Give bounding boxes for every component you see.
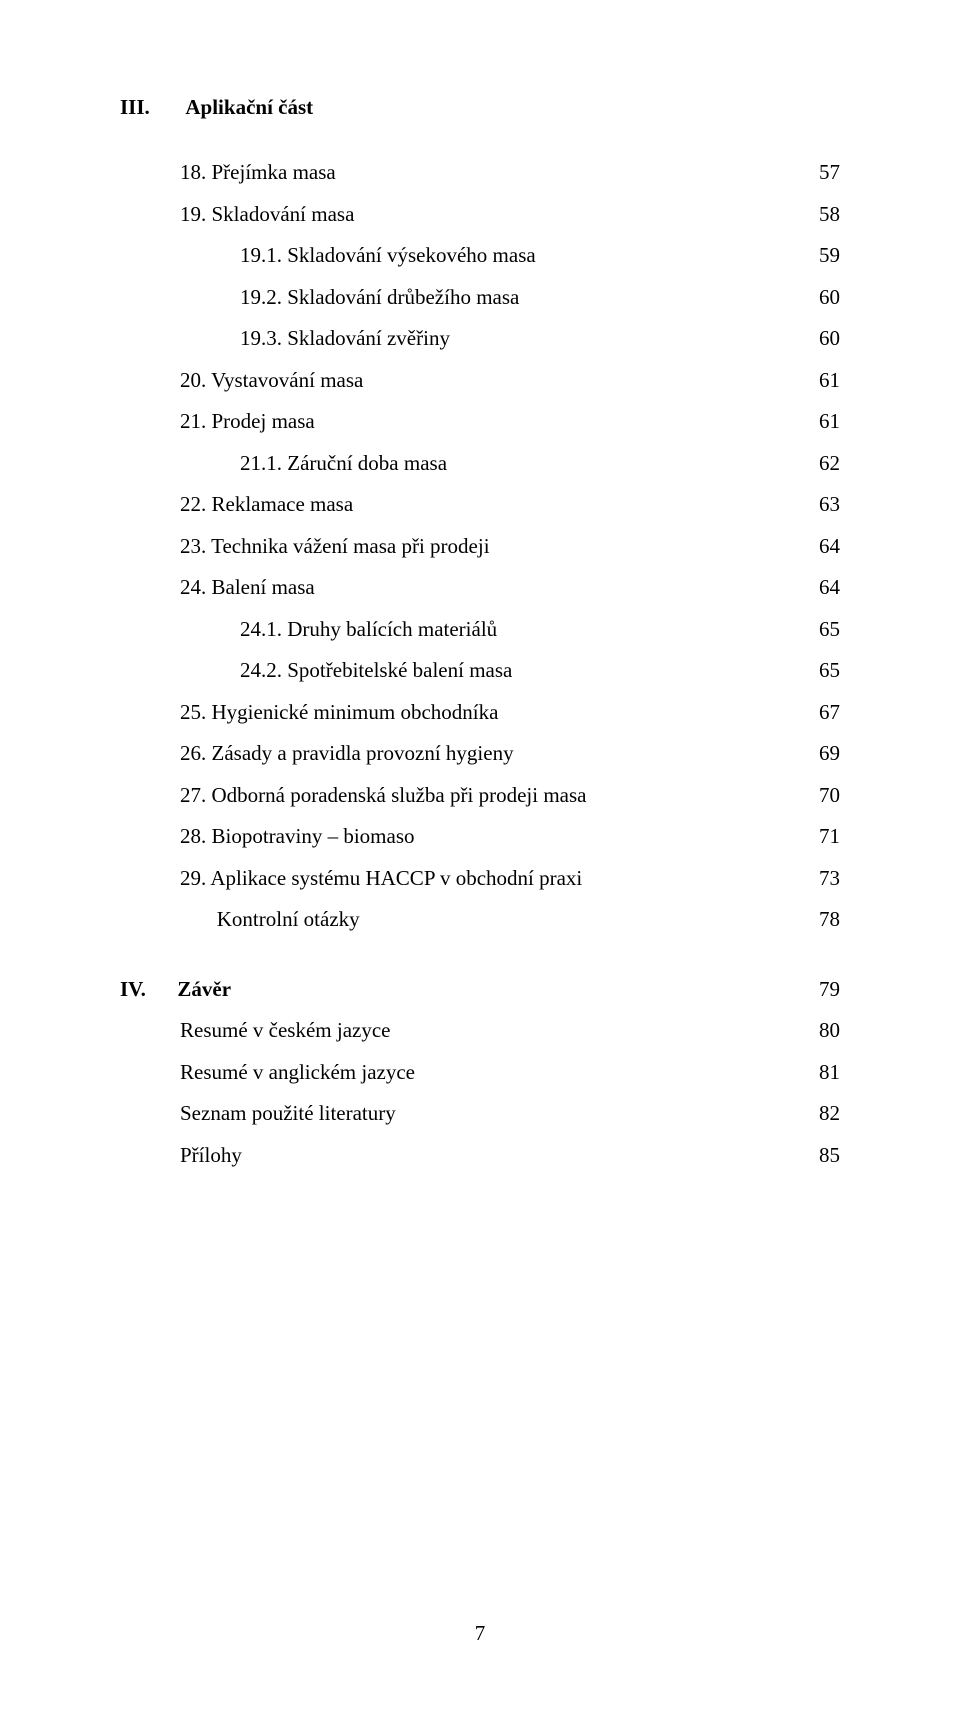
toc-page: 60 [810, 287, 840, 308]
toc-row: 21. Prodej masa 61 [120, 411, 840, 432]
toc-row: 28. Biopotraviny – biomaso 71 [120, 826, 840, 847]
toc-row: 19.1. Skladování výsekového masa 59 [120, 245, 840, 266]
toc-row: 19.3. Skladování zvěřiny 60 [120, 328, 840, 349]
toc-label: Seznam použité literatury [180, 1103, 396, 1124]
toc-label: 20. Vystavování masa [180, 370, 363, 391]
toc-row: 19.2. Skladování drůbežího masa 60 [120, 287, 840, 308]
toc-page: 62 [810, 453, 840, 474]
toc-page: 64 [810, 536, 840, 557]
page: III. Aplikační část 18. Přejímka masa571… [0, 0, 960, 1712]
toc-label: 24. Balení masa [180, 577, 315, 598]
toc-row: Resumé v anglickém jazyce 81 [120, 1062, 840, 1083]
heading-gap [150, 95, 186, 119]
toc-label: 21.1. Záruční doba masa [240, 453, 447, 474]
toc-page: 64 [810, 577, 840, 598]
toc-page: 81 [810, 1062, 840, 1083]
toc-label: 29. Aplikace systému HACCP v obchodní pr… [180, 868, 582, 889]
toc-label: 19.2. Skladování drůbežího masa [240, 287, 519, 308]
toc-page: 69 [810, 743, 840, 764]
toc-label: 24.2. Spotřebitelské balení masa [240, 660, 512, 681]
toc-page: 59 [810, 245, 840, 266]
toc-label: Resumé v českém jazyce [180, 1020, 391, 1041]
toc-label: 23. Technika vážení masa při prodeji [180, 536, 490, 557]
toc-row: 20. Vystavování masa 61 [120, 370, 840, 391]
heading-iv-gap [146, 977, 178, 1001]
toc-page: 80 [810, 1020, 840, 1041]
toc-label: 18. Přejímka masa [180, 162, 336, 183]
toc-list: 18. Přejímka masa 57 19. Skladování masa 58… [120, 162, 840, 930]
toc-page: 65 [810, 619, 840, 640]
toc-row: 18. Přejímka masa 57 [120, 162, 840, 183]
toc-label: Přílohy [180, 1145, 242, 1166]
toc-page: 61 [810, 411, 840, 432]
toc-row: 27. Odborná poradenská služba při prodej… [120, 785, 840, 806]
toc-label: 19.3. Skladování zvěřiny [240, 328, 450, 349]
toc-row: Kontrolní otázky 78 [120, 909, 840, 930]
section-heading-iv: IV. Závěr 79 [120, 979, 840, 1000]
toc-row: 23. Technika vážení masa při prodeji 64 [120, 536, 840, 557]
section-gap [120, 951, 840, 979]
toc-label: 24.1. Druhy balících materiálů [240, 619, 497, 640]
toc-row: 26. Zásady a pravidla provozní hygieny 69 [120, 743, 840, 764]
toc-row: 24.2. Spotřebitelské balení masa 65 [120, 660, 840, 681]
toc-label: 26. Zásady a pravidla provozní hygieny [180, 743, 514, 764]
heading-iv-page: 79 [810, 979, 840, 1000]
toc-label: Kontrolní otázky [180, 909, 360, 930]
toc-row: 24. Balení masa 64 [120, 577, 840, 598]
toc-page: 57 [810, 162, 840, 183]
toc-row: 21.1. Záruční doba masa 62 [120, 453, 840, 474]
toc-page: 63 [810, 494, 840, 515]
toc-page: 67 [810, 702, 840, 723]
heading-iv-label: IV. Závěr [120, 979, 231, 1000]
toc-row: Resumé v českém jazyce 80 [120, 1020, 840, 1041]
toc-row: Přílohy 85 [120, 1145, 840, 1166]
toc-label: Resumé v anglickém jazyce [180, 1062, 415, 1083]
toc-label: 28. Biopotraviny – biomaso [180, 826, 415, 847]
toc-label: 22. Reklamace masa [180, 494, 353, 515]
toc-page: 85 [810, 1145, 840, 1166]
toc-page: 73 [810, 868, 840, 889]
toc-label: 21. Prodej masa [180, 411, 315, 432]
toc-page: 78 [810, 909, 840, 930]
heading-iv-title: Závěr [177, 977, 231, 1001]
section-heading-iii: III. Aplikační část [120, 95, 840, 120]
heading-roman: III. [120, 95, 150, 119]
toc-row: 24.1. Druhy balících materiálů 65 [120, 619, 840, 640]
heading-title: Aplikační část [185, 95, 313, 119]
toc-label: 19.1. Skladování výsekového masa [240, 245, 536, 266]
toc-row: 22. Reklamace masa 63 [120, 494, 840, 515]
toc-page: 60 [810, 328, 840, 349]
toc-label: 25. Hygienické minimum obchodníka [180, 702, 498, 723]
toc-label: 27. Odborná poradenská služba při prodej… [180, 785, 586, 806]
toc-label: 19. Skladování masa [180, 204, 354, 225]
page-number: 7 [0, 1621, 960, 1646]
toc-page: 61 [810, 370, 840, 391]
heading-iv-roman: IV. [120, 977, 146, 1001]
toc-page: 70 [810, 785, 840, 806]
toc-page: 65 [810, 660, 840, 681]
toc-row: Seznam použité literatury 82 [120, 1103, 840, 1124]
toc-page: 71 [810, 826, 840, 847]
toc-row: 25. Hygienické minimum obchodníka 67 [120, 702, 840, 723]
toc-page: 82 [810, 1103, 840, 1124]
toc-row: 29. Aplikace systému HACCP v obchodní pr… [120, 868, 840, 889]
toc-row: 19. Skladování masa 58 [120, 204, 840, 225]
toc2-list: Resumé v českém jazyce 80 Resumé v anglick… [120, 1020, 840, 1166]
toc-page: 58 [810, 204, 840, 225]
